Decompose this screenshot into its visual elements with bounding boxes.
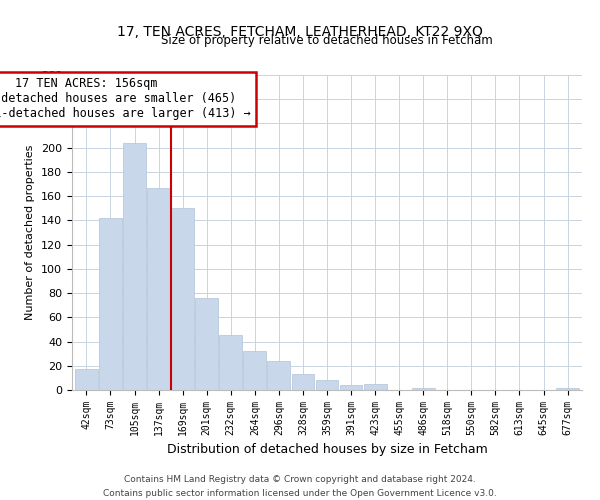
- Y-axis label: Number of detached properties: Number of detached properties: [25, 145, 35, 320]
- Title: Size of property relative to detached houses in Fetcham: Size of property relative to detached ho…: [161, 34, 493, 48]
- X-axis label: Distribution of detached houses by size in Fetcham: Distribution of detached houses by size …: [167, 444, 487, 456]
- Bar: [195, 298, 218, 390]
- Bar: [316, 380, 338, 390]
- Text: 17 TEN ACRES: 156sqm
← 53% of detached houses are smaller (465)
47% of semi-deta: 17 TEN ACRES: 156sqm ← 53% of detached h…: [0, 78, 250, 120]
- Bar: [75, 370, 98, 390]
- Bar: [556, 388, 579, 390]
- Bar: [123, 143, 146, 390]
- Bar: [99, 218, 122, 390]
- Bar: [292, 374, 314, 390]
- Bar: [171, 208, 194, 390]
- Bar: [364, 384, 386, 390]
- Bar: [268, 361, 290, 390]
- Bar: [147, 188, 170, 390]
- Bar: [244, 351, 266, 390]
- Bar: [220, 336, 242, 390]
- Text: 17, TEN ACRES, FETCHAM, LEATHERHEAD, KT22 9XQ: 17, TEN ACRES, FETCHAM, LEATHERHEAD, KT2…: [117, 25, 483, 39]
- Bar: [340, 385, 362, 390]
- Text: Contains HM Land Registry data © Crown copyright and database right 2024.
Contai: Contains HM Land Registry data © Crown c…: [103, 476, 497, 498]
- Bar: [412, 388, 434, 390]
